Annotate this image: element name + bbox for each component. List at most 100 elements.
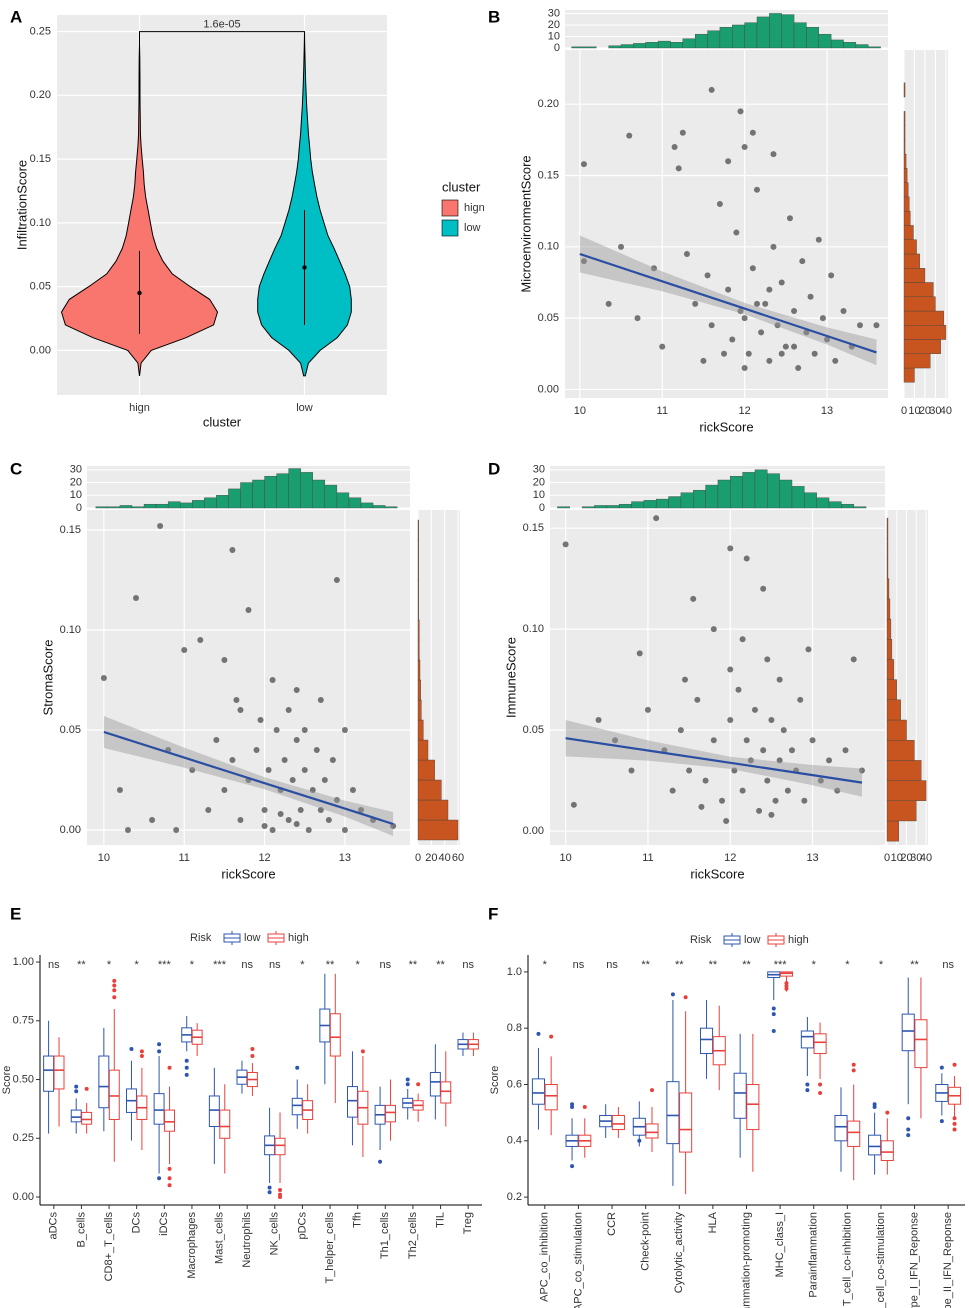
- point: [653, 515, 660, 522]
- point: [269, 677, 276, 683]
- point: [261, 807, 268, 813]
- point: [349, 787, 356, 793]
- x-tick-label: Th1_cells: [379, 1212, 391, 1260]
- hist-bar: [643, 500, 657, 509]
- hist-bar: [680, 492, 694, 509]
- significance-label: ***: [213, 959, 227, 971]
- point: [762, 300, 769, 307]
- hist-bar: [384, 506, 398, 509]
- outlier: [536, 1031, 541, 1036]
- point: [257, 717, 264, 723]
- point: [309, 787, 316, 793]
- x-tick-label: pDCs: [296, 1212, 308, 1240]
- hist-bar: [903, 168, 908, 183]
- point: [671, 143, 678, 150]
- x-tick-label: 11: [642, 852, 653, 864]
- hist-bar: [853, 506, 867, 509]
- significance-label: *: [300, 959, 305, 971]
- point: [221, 657, 228, 663]
- point: [749, 129, 756, 136]
- point: [269, 827, 276, 833]
- outlier: [267, 1185, 272, 1190]
- point: [764, 656, 771, 663]
- hist-bar: [417, 799, 449, 821]
- point: [727, 717, 734, 724]
- point: [760, 585, 767, 592]
- x-tick-label: 12: [258, 852, 270, 864]
- y-tick-label: 0: [76, 502, 82, 514]
- y-axis-label: StromaScore: [40, 640, 55, 716]
- hist-bar: [903, 225, 914, 240]
- y-tick-label: 0.2: [507, 1191, 522, 1203]
- hist-bar: [417, 599, 419, 621]
- point: [253, 747, 260, 753]
- hist-bar: [767, 473, 780, 509]
- box: [385, 1104, 397, 1123]
- outlier: [278, 1195, 283, 1200]
- point: [698, 803, 705, 810]
- hist-bar: [571, 46, 585, 49]
- point: [725, 158, 732, 165]
- box: [868, 1134, 882, 1156]
- x-tick-label: 13: [339, 852, 351, 864]
- x-tick-label: 10: [98, 852, 110, 864]
- hist-bar: [631, 501, 645, 509]
- outlier: [805, 1082, 810, 1087]
- legend-label: high: [788, 934, 809, 946]
- x-tick-label: 20: [425, 852, 437, 864]
- x-tick-label: 13: [821, 405, 833, 417]
- outlier: [167, 1166, 172, 1171]
- box: [611, 1114, 625, 1131]
- hist-bar: [228, 488, 241, 509]
- legend-label: hign: [464, 202, 485, 214]
- y-tick-label: 0: [554, 42, 560, 54]
- outlier: [267, 1190, 272, 1195]
- outlier: [818, 1090, 823, 1095]
- point: [850, 656, 857, 663]
- x-tick-label: iDCs: [158, 1212, 170, 1236]
- x-tick-label: APC_co_inhibition: [539, 1212, 551, 1302]
- point: [605, 300, 612, 307]
- box: [429, 1071, 441, 1097]
- hist-bar: [828, 501, 842, 509]
- point: [644, 706, 651, 713]
- point: [285, 817, 292, 823]
- point: [739, 636, 746, 643]
- point: [681, 676, 688, 683]
- confidence-band: [565, 720, 862, 797]
- y-tick-label: 0.15: [523, 522, 544, 534]
- outlier: [167, 1176, 172, 1181]
- outlier: [74, 1089, 79, 1094]
- hist-bar: [903, 282, 934, 297]
- hist-bar: [633, 43, 646, 49]
- x-tick-label: Treg: [462, 1212, 474, 1234]
- point: [768, 717, 775, 724]
- hist-bar: [843, 42, 857, 49]
- hist-bar: [886, 699, 901, 721]
- hist-bar: [769, 13, 782, 49]
- point: [778, 279, 785, 286]
- outlier: [295, 1065, 300, 1070]
- x-tick-label: T_cell_co-inhibition: [841, 1212, 853, 1306]
- panel-letter: E: [10, 904, 21, 923]
- point: [229, 757, 236, 763]
- x-tick-label: B_cells: [75, 1212, 87, 1248]
- hist-bar: [886, 578, 890, 600]
- hist-bar: [730, 475, 743, 509]
- outlier: [784, 981, 789, 986]
- point: [221, 787, 228, 793]
- legend-label: high: [288, 932, 309, 944]
- point: [333, 797, 340, 803]
- y-tick-label: 20: [548, 19, 560, 31]
- box: [645, 1123, 659, 1139]
- y-tick-label: 30: [548, 7, 560, 19]
- outlier: [906, 1127, 911, 1132]
- point: [749, 265, 756, 272]
- point: [612, 737, 619, 744]
- point: [809, 737, 816, 744]
- x-tick-label: Inflammation-promoting: [740, 1212, 752, 1308]
- legend-label: low: [744, 934, 761, 946]
- legend-swatch: [441, 219, 459, 237]
- x-tick-label: 40: [439, 852, 451, 864]
